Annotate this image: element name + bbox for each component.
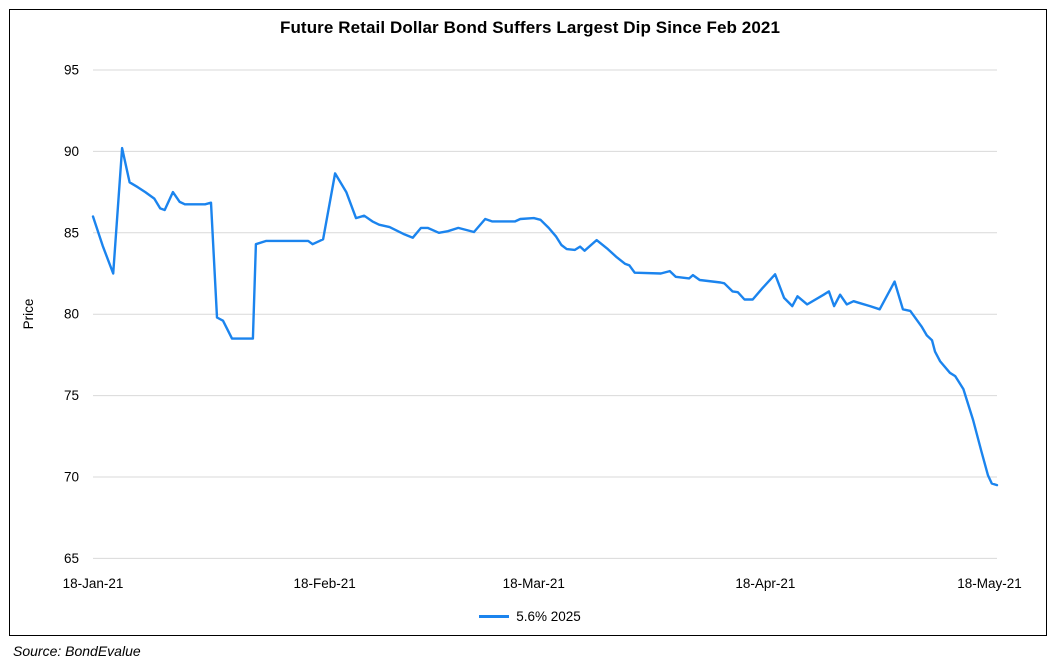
chart-frame — [9, 9, 1047, 636]
y-tick-label: 90 — [64, 144, 79, 159]
x-tick-label: 18-May-21 — [957, 576, 1022, 591]
x-tick-label: 18-Apr-21 — [735, 576, 795, 591]
chart-title: Future Retail Dollar Bond Suffers Larges… — [279, 18, 781, 37]
price-line-series — [91, 146, 999, 487]
y-tick-label: 70 — [64, 470, 79, 485]
y-tick-label: 85 — [64, 225, 79, 240]
y-axis-title: Price — [21, 299, 36, 330]
y-tick-label: 80 — [64, 307, 79, 322]
x-tick-label: 18-Jan-21 — [63, 576, 124, 591]
source-note: Source: BondEvalue — [13, 643, 141, 659]
x-tick-label: 18-Mar-21 — [503, 576, 565, 591]
y-tick-label: 75 — [64, 388, 79, 403]
legend-line-swatch — [479, 615, 510, 618]
legend-series-label: 5.6% 2025 — [516, 609, 581, 624]
y-tick-label: 65 — [64, 551, 79, 566]
y-tick-label: 95 — [64, 63, 79, 78]
legend: 5.6% 2025 — [0, 609, 1060, 624]
x-tick-label: 18-Feb-21 — [293, 576, 355, 591]
